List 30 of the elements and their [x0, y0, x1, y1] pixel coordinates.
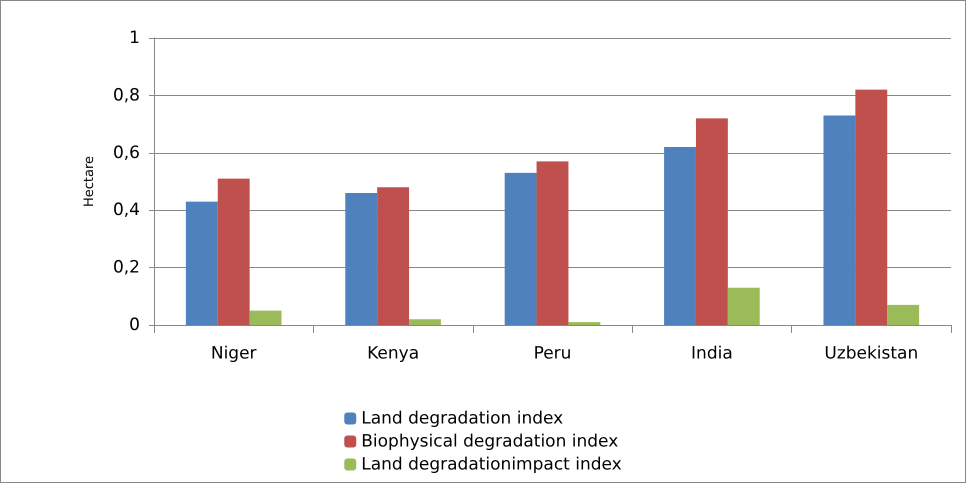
bar — [186, 202, 218, 325]
y-tick-label: 0,8 — [112, 85, 140, 106]
bar — [855, 90, 888, 325]
x-tick-label: Uzbekistan — [824, 344, 918, 364]
legend-label: Land degradationimpact index — [361, 454, 622, 474]
bar — [536, 161, 568, 325]
bar — [377, 187, 410, 325]
legend-label: Biophysical degradation index — [361, 432, 618, 452]
legend-label: Land degradation index — [361, 408, 564, 428]
y-tick-label: 0,2 — [112, 258, 140, 278]
x-tick-label: Peru — [534, 344, 572, 364]
y-axis-title: Hectare — [82, 156, 97, 208]
bar — [823, 115, 856, 325]
y-tick-label: 0 — [129, 315, 140, 335]
y-tick-label: 0,6 — [112, 142, 140, 163]
bar — [664, 147, 696, 325]
bar — [218, 178, 250, 325]
bar — [696, 118, 728, 325]
bar — [568, 322, 600, 325]
y-tick-label: 1 — [129, 28, 140, 48]
bar — [887, 304, 920, 325]
bar — [728, 288, 760, 325]
x-tick-label: Niger — [210, 344, 257, 364]
bar — [504, 172, 537, 325]
x-tick-label: Kenya — [367, 344, 420, 364]
y-tick-label: 0,4 — [112, 200, 140, 220]
x-tick-label: India — [691, 344, 733, 364]
bar — [345, 192, 378, 325]
bar — [409, 319, 441, 325]
bar — [250, 310, 282, 325]
